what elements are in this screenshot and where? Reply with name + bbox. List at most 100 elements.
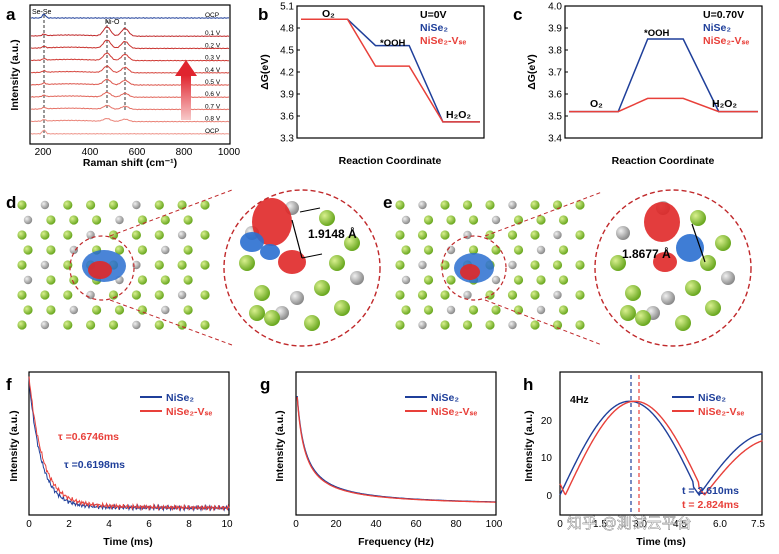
se-atom — [108, 200, 119, 210]
tick-label: 1000 — [218, 147, 241, 158]
se-atom — [239, 255, 255, 271]
ni-atom — [508, 200, 517, 210]
y-axis-title: Intensity (a.u.) — [274, 410, 286, 481]
plot-frame — [28, 371, 230, 516]
se-atom — [700, 255, 716, 271]
tick-label: 80 — [450, 519, 462, 530]
ni-atom — [491, 275, 501, 285]
se-atom — [154, 290, 164, 300]
ni-atom — [86, 230, 95, 240]
panel-label: f — [6, 375, 12, 394]
se-atom — [575, 230, 585, 240]
tick-label: 10 — [221, 519, 233, 530]
se-atom — [446, 215, 456, 225]
tick-label: 20 — [541, 416, 553, 427]
se-atom — [558, 305, 569, 315]
se-atom — [530, 200, 540, 210]
se-atom — [46, 245, 56, 255]
curve-label: 0.6 V — [205, 91, 221, 98]
curve-label: 0.8 V — [205, 116, 221, 123]
spectrum-line — [30, 91, 230, 99]
spectrum-line — [30, 117, 230, 123]
ni-atom — [115, 215, 124, 225]
ni-atom — [132, 200, 141, 210]
spectrum-line — [30, 104, 230, 111]
plot-frame — [564, 5, 763, 139]
tick-label: 3.3 — [280, 134, 294, 145]
state-label: H₂O₂ — [712, 98, 737, 110]
y-axis: 3.3 3.6 3.9 4.2 4.5 4.8 5.1 — [280, 2, 300, 145]
tick-label: 3.8 — [548, 46, 562, 57]
se-atom — [620, 305, 636, 321]
bond-distance: 1.9148 Å — [308, 226, 357, 241]
se-atom — [314, 280, 330, 296]
tick-label: 4.8 — [280, 24, 294, 35]
y-axis-title: Intensity (a.u.) — [9, 39, 21, 110]
charge-density-red — [644, 202, 680, 242]
bond-measure — [301, 253, 323, 259]
se-atom — [183, 245, 193, 255]
se-atom — [485, 290, 495, 300]
se-atom — [468, 245, 479, 255]
ni-atom — [721, 271, 735, 285]
energy-series-line — [301, 18, 480, 123]
time-annotation: t = 2.824ms — [682, 499, 739, 511]
se-atom — [137, 275, 147, 285]
tick-label: 3.6 — [548, 90, 562, 101]
tick-label: 3.7 — [548, 68, 562, 79]
tau-annotation: τ =0.6746ms — [58, 431, 119, 443]
se-atom — [610, 255, 626, 271]
ni-atom — [508, 260, 517, 270]
se-atom — [395, 200, 405, 210]
spectrum-line — [30, 65, 230, 74]
tick-label: 600 — [129, 147, 146, 158]
zoom-region — [441, 235, 507, 301]
tick-label: 200 — [35, 147, 52, 158]
tick-label: 3.9 — [548, 24, 562, 35]
curve-label: 0.7 V — [205, 103, 221, 110]
x-axis-title: Frequency (Hz) — [358, 536, 434, 548]
legend-entry: NiSe₂ — [431, 392, 459, 404]
se-atom — [530, 320, 540, 330]
se-atom — [154, 260, 164, 270]
plot-frame — [559, 371, 763, 516]
waveform-line — [559, 400, 763, 497]
se-atom — [17, 260, 27, 270]
charge-density-blue — [260, 244, 280, 260]
x-axis-title: Reaction Coordinate — [612, 155, 715, 167]
curve-label: 0.2 V — [205, 42, 221, 49]
se-atom — [329, 255, 345, 271]
se-atom — [177, 260, 187, 270]
ni-atom — [132, 320, 141, 330]
se-atom — [423, 215, 434, 225]
se-atom — [177, 200, 187, 210]
se-atom — [675, 315, 691, 331]
se-atom — [417, 230, 428, 240]
legend-entry: NiSe₂-Vₛₑ — [431, 406, 477, 418]
raman-curve-labels: OCP 0.1 V 0.2 V 0.3 V 0.4 V 0.5 V 0.6 V 0.7 V 0.… — [205, 12, 221, 135]
state-label: O₂ — [590, 98, 603, 110]
se-atom — [200, 320, 210, 330]
panel-label: c — [513, 5, 522, 24]
se-atom — [690, 210, 706, 226]
se-atom — [137, 245, 147, 255]
se-atom — [46, 305, 56, 315]
se-atom — [114, 245, 125, 255]
se-atom — [558, 275, 569, 285]
peak-label: Se-Se — [32, 9, 52, 16]
tick-label: 4.5 — [673, 519, 687, 530]
legend-entry: NiSe₂ — [698, 392, 726, 404]
arrow-shaft — [181, 75, 191, 120]
legend-entry: NiSe₂-Vₛₑ — [420, 35, 466, 47]
legend-entry: NiSe₂ — [166, 392, 194, 404]
ni-atom — [536, 305, 546, 315]
se-atom — [46, 275, 56, 285]
se-atom — [183, 305, 193, 315]
curve-label: OCP — [205, 128, 219, 135]
se-atom — [485, 230, 495, 240]
se-atom — [183, 275, 193, 285]
panel-label: d — [6, 193, 16, 212]
se-atom — [462, 200, 473, 210]
peak-label: Ni-O — [105, 19, 120, 26]
